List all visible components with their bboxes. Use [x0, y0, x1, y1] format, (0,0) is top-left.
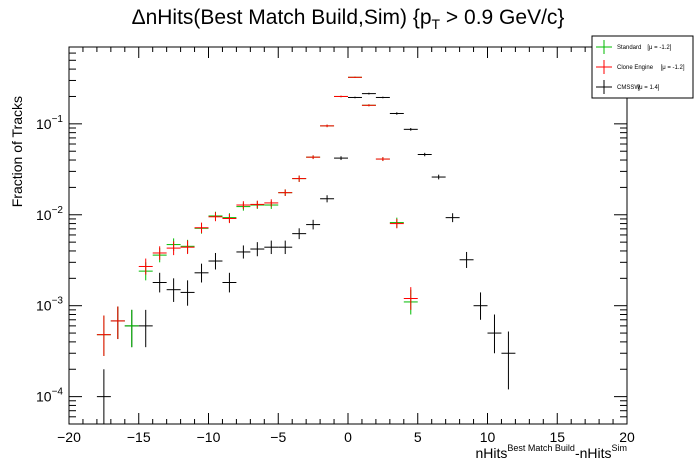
data-point [152, 246, 167, 260]
data-point [487, 314, 502, 354]
data-point [348, 96, 362, 99]
data-point [180, 240, 195, 255]
data-point [222, 272, 237, 293]
data-point [138, 309, 153, 348]
y-axis: 10−4 10−3 10−2 10−1 [36, 52, 627, 425]
data-point [389, 112, 404, 115]
y-axis-label: Fraction of Tracks [9, 96, 25, 207]
x-tick-label: 5 [414, 429, 422, 445]
data-point [222, 213, 237, 224]
data-point [292, 175, 307, 182]
data-point [194, 263, 209, 283]
x-tick-label: −5 [270, 429, 286, 445]
x-label-sup1: Best Match Build [507, 443, 575, 453]
data-point [96, 369, 111, 424]
data-point [375, 96, 390, 99]
data-series [96, 76, 516, 424]
data-point [96, 315, 111, 356]
x-tick-label: −20 [57, 429, 81, 445]
x-tick-label: 15 [549, 429, 565, 445]
x-label-base1: nHits [476, 445, 508, 461]
data-point [166, 278, 181, 302]
data-point [375, 157, 390, 162]
legend-stat: [μ = -1.2] [647, 45, 671, 51]
legend-label: CMSSW [617, 85, 640, 91]
data-point [459, 251, 474, 268]
series-standard [96, 76, 418, 356]
y-tick-label: 10−1 [36, 114, 63, 132]
data-point [250, 200, 265, 209]
data-point [292, 228, 307, 240]
legend-label: Clone Engine [617, 65, 654, 71]
series-cmssw [96, 92, 516, 424]
title-subscript: T [432, 16, 441, 32]
chart-title: ΔnHits(Best Match Build,Sim) {pT > 0.9 G… [132, 6, 565, 32]
legend-stat: [μ = 1.4] [638, 85, 660, 91]
data-point [152, 272, 167, 293]
x-tick-label: 0 [344, 429, 352, 445]
data-point [166, 241, 181, 256]
data-point [124, 309, 139, 348]
plot-frame [68, 46, 628, 425]
data-point [208, 212, 223, 222]
legend-label: Standard [617, 45, 641, 51]
x-axis-label: nHitsBest Match Build-nHitsSim [476, 443, 628, 461]
data-point [403, 128, 418, 131]
data-point [417, 152, 432, 157]
legend-item: Clone Engine [μ = -1.2] [596, 60, 685, 74]
data-point [403, 287, 418, 310]
data-point [180, 280, 195, 306]
data-point [334, 95, 348, 98]
data-point [236, 201, 251, 209]
data-point [194, 222, 209, 234]
data-point [501, 331, 516, 390]
legend-item: CMSSW[μ = 1.4] [596, 80, 660, 94]
legend-stat: [μ = -1.2] [661, 65, 685, 71]
legend-item: Standard [μ = -1.2] [596, 40, 672, 54]
data-point [236, 245, 251, 259]
data-point [348, 76, 362, 78]
series-clone-engine [96, 76, 418, 356]
x-axis: −20 −15 −10 −5 0 5 10 15 20 [57, 47, 635, 445]
legend: Standard [μ = -1.2] Clone Engine [μ = -1.2]… [591, 35, 694, 99]
title-main: ΔnHits(Best Match Build,Sim) {p [132, 6, 432, 29]
data-point [264, 199, 279, 207]
data-point [320, 124, 335, 128]
data-point [473, 292, 488, 320]
data-point [250, 242, 265, 257]
data-point [278, 240, 293, 255]
data-point [110, 306, 125, 340]
data-point [334, 156, 348, 161]
x-label-base2: -nHits [575, 445, 612, 461]
y-tick-label: 10−2 [36, 205, 63, 223]
data-point [361, 104, 376, 107]
title-suffix: > 0.9 GeV/c} [440, 6, 564, 29]
y-tick-label: 10−4 [36, 387, 63, 405]
x-label-sup2: Sim [612, 443, 628, 453]
x-tick-label: −10 [197, 429, 221, 445]
data-point [306, 219, 321, 230]
data-point [138, 258, 153, 275]
x-tick-label: 20 [619, 429, 635, 445]
data-point [445, 213, 460, 223]
x-tick-label: 10 [480, 429, 496, 445]
y-tick-label: 10−3 [36, 296, 63, 314]
data-point [306, 155, 321, 160]
data-point [361, 92, 376, 95]
data-point [320, 195, 335, 203]
data-point [278, 189, 293, 196]
data-point [208, 252, 223, 270]
data-point [389, 218, 404, 229]
data-point [264, 240, 279, 255]
x-tick-label: −15 [127, 429, 151, 445]
data-point [431, 174, 446, 180]
